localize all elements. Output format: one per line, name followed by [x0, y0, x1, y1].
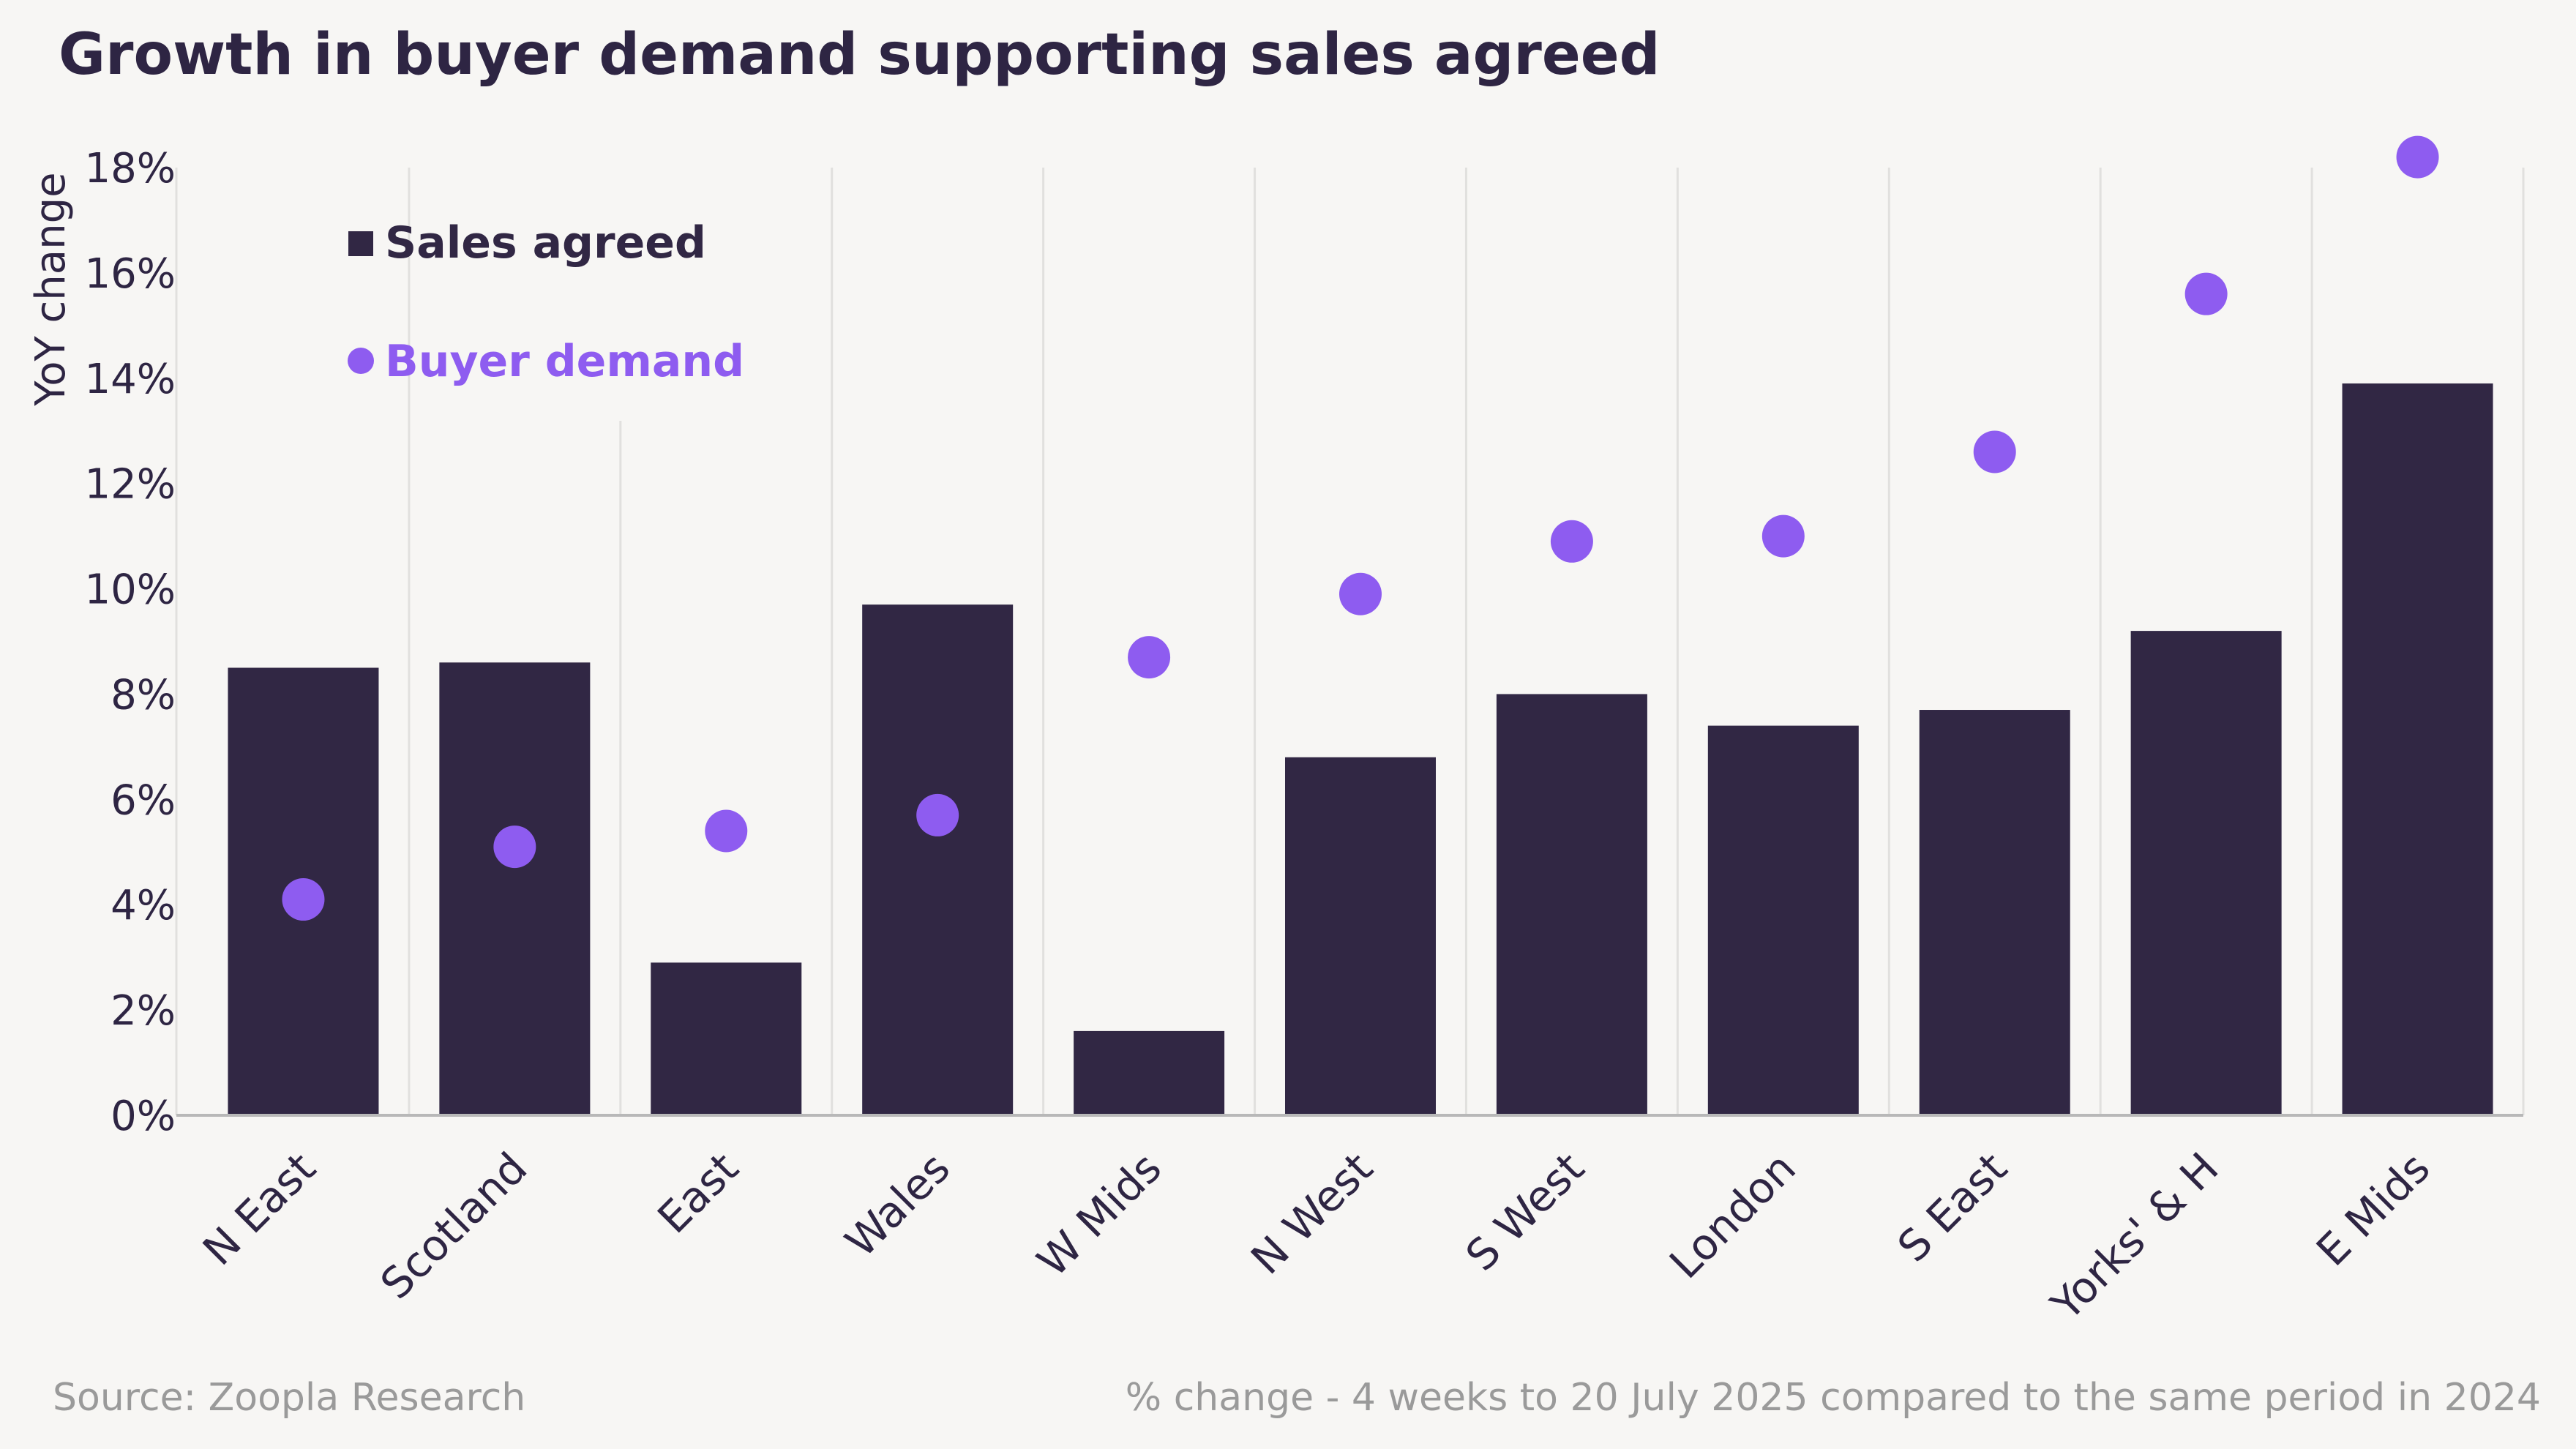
y-tick-label: 14%	[85, 356, 176, 403]
chart-title: Growth in buyer demand supporting sales …	[59, 22, 1660, 88]
x-tick-label: Wales	[836, 1143, 959, 1267]
dot-buyer-demand-4	[1128, 636, 1171, 679]
x-tick-label: Yorks' & H	[2041, 1143, 2228, 1330]
y-tick-label: 18%	[85, 145, 176, 192]
bar-sales-agreed-7	[1707, 725, 1859, 1115]
dot-buyer-demand-2	[705, 809, 748, 853]
bar-sales-agreed-10	[2342, 383, 2493, 1115]
y-tick-label: 12%	[85, 461, 176, 509]
y-tick-label: 10%	[85, 566, 176, 614]
bar-sales-agreed-6	[1496, 694, 1647, 1115]
x-tick-label: S West	[1456, 1143, 1594, 1281]
bar-sales-agreed-9	[2130, 631, 2282, 1115]
dot-buyer-demand-5	[1339, 572, 1382, 615]
legend: Sales agreed Buyer demand	[348, 217, 744, 387]
x-tick-label: London	[1660, 1143, 1805, 1288]
dot-buyer-demand-3	[916, 793, 959, 836]
dot-buyer-demand-7	[1761, 514, 1805, 558]
y-tick-label: 8%	[111, 671, 176, 719]
y-tick-label: 16%	[85, 250, 176, 298]
legend-label-sales-agreed: Sales agreed	[385, 217, 706, 269]
bar-sales-agreed-4	[1074, 1030, 1225, 1115]
x-tick-label: W Mids	[1027, 1143, 1171, 1287]
period-note: % change - 4 weeks to 20 July 2025 compa…	[1125, 1376, 2541, 1420]
y-tick-label: 0%	[111, 1093, 176, 1140]
bar-sales-agreed-3	[862, 604, 1014, 1115]
y-axis-label: YoY change	[27, 172, 75, 406]
dot-buyer-demand-0	[282, 878, 325, 921]
dot-buyer-demand-1	[493, 825, 536, 869]
bar-sales-agreed-2	[651, 962, 802, 1115]
gridlines	[175, 168, 2525, 1115]
legend-swatch-buyer-demand	[348, 348, 374, 374]
y-tick-labels: 0% 2% 4% 6% 8% 10% 12% 14% 16% 18%	[85, 145, 176, 1140]
bar-sales-agreed-1	[439, 662, 591, 1115]
y-tick-label: 2%	[111, 987, 176, 1035]
sales-agreed-bars	[228, 383, 2493, 1115]
dot-buyer-demand-10	[2396, 135, 2439, 179]
x-tick-label: E Mids	[2307, 1143, 2439, 1276]
dot-buyer-demand-8	[1973, 430, 2016, 473]
buyer-demand-dots	[282, 135, 2439, 921]
legend-swatch-sales-agreed	[348, 231, 373, 256]
y-tick-label: 4%	[111, 882, 176, 929]
x-tick-label: S East	[1888, 1143, 2017, 1272]
legend-label-buyer-demand: Buyer demand	[385, 336, 744, 387]
bar-sales-agreed-5	[1285, 757, 1436, 1115]
x-tick-label: N West	[1241, 1143, 1382, 1284]
y-tick-label: 6%	[111, 776, 176, 824]
source-note: Source: Zoopla Research	[53, 1376, 526, 1420]
bar-sales-agreed-8	[1919, 710, 2070, 1115]
dot-buyer-demand-9	[2184, 272, 2228, 315]
x-tick-label: N East	[193, 1143, 325, 1275]
dot-buyer-demand-6	[1550, 520, 1593, 563]
x-tick-label: Scotland	[371, 1143, 536, 1308]
x-tick-labels: N East Scotland East Wales W Mids N West S Wes…	[193, 1143, 2439, 1330]
x-tick-label: East	[648, 1143, 749, 1243]
